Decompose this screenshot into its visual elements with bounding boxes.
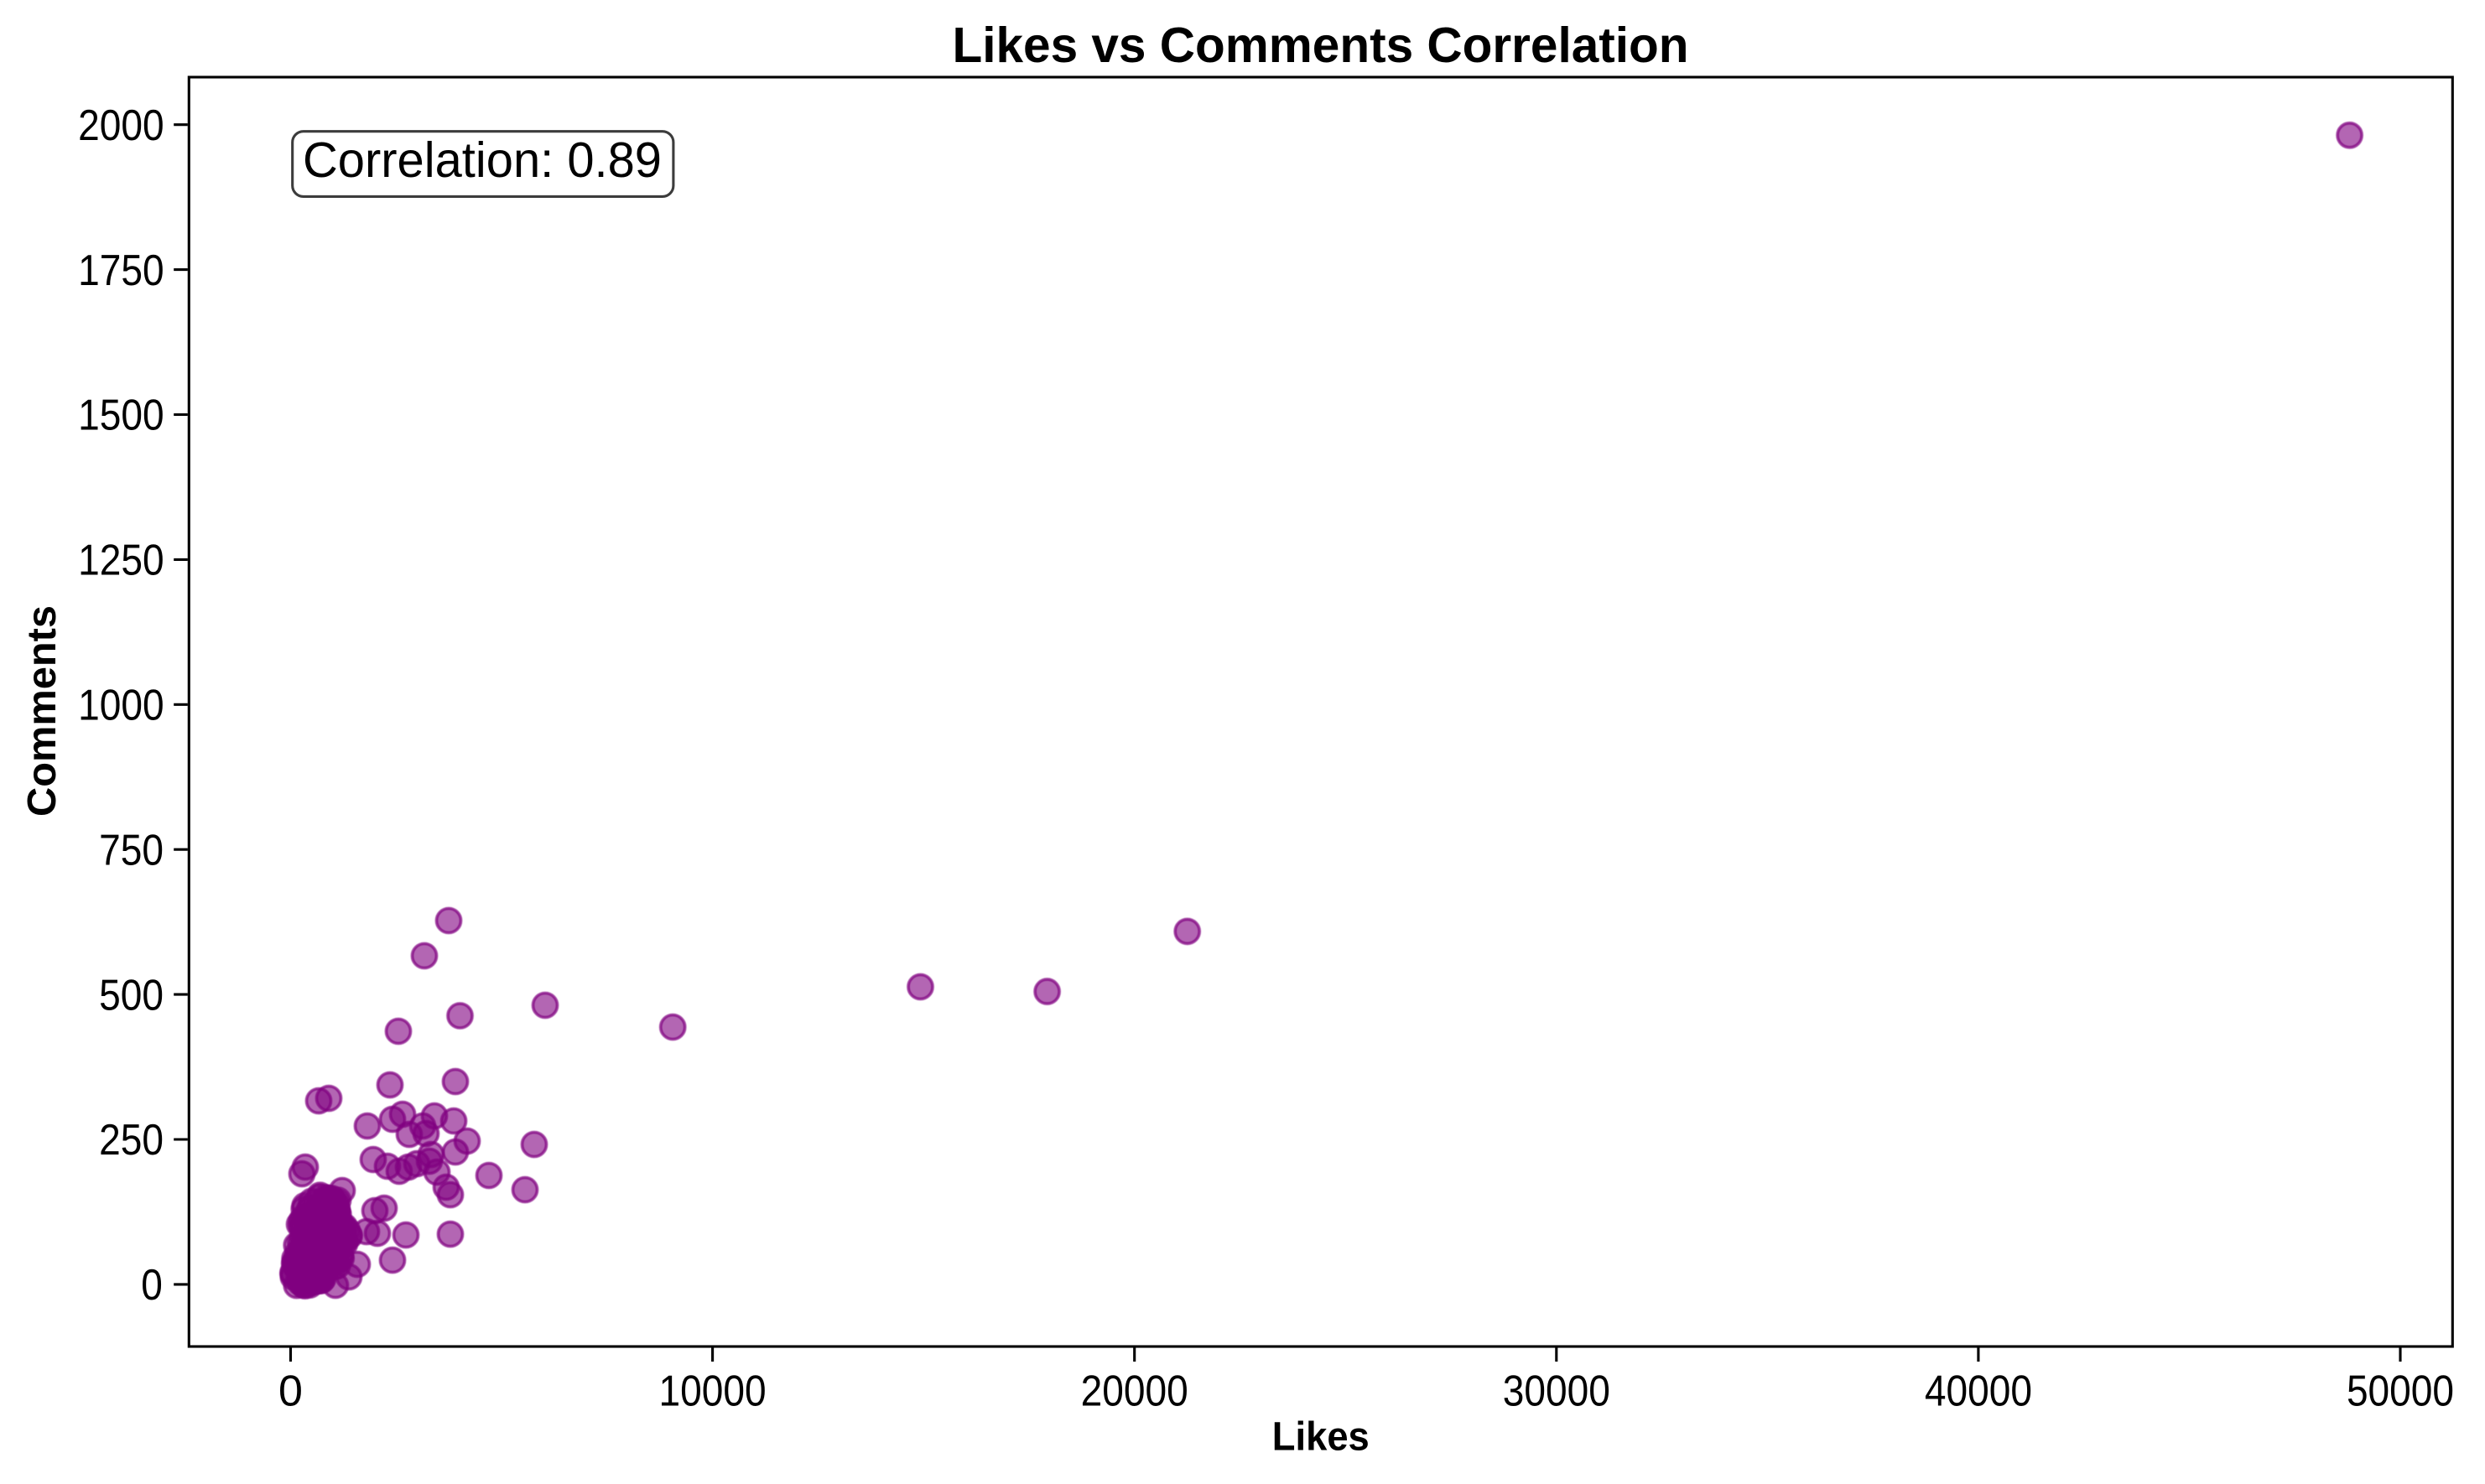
svg-text:Likes vs Comments Correlation: Likes vs Comments Correlation: [953, 17, 1689, 73]
svg-text:20000: 20000: [1081, 1367, 1188, 1415]
svg-text:50000: 50000: [2347, 1367, 2454, 1415]
svg-text:0: 0: [141, 1261, 163, 1310]
svg-text:1250: 1250: [78, 537, 164, 585]
svg-text:1500: 1500: [78, 392, 164, 440]
svg-text:40000: 40000: [1925, 1367, 2032, 1415]
svg-text:2000: 2000: [78, 101, 164, 150]
svg-text:30000: 30000: [1503, 1367, 1610, 1415]
svg-text:1000: 1000: [78, 682, 164, 730]
svg-text:1750: 1750: [78, 246, 164, 295]
svg-text:Correlation: 0.89: Correlation: 0.89: [303, 132, 662, 188]
svg-text:500: 500: [99, 971, 164, 1020]
svg-text:250: 250: [99, 1116, 164, 1165]
svg-text:Comments: Comments: [19, 605, 65, 817]
svg-text:0: 0: [278, 1367, 303, 1415]
svg-text:10000: 10000: [659, 1367, 767, 1415]
svg-text:750: 750: [99, 826, 164, 874]
svg-text:Likes: Likes: [1272, 1414, 1370, 1459]
